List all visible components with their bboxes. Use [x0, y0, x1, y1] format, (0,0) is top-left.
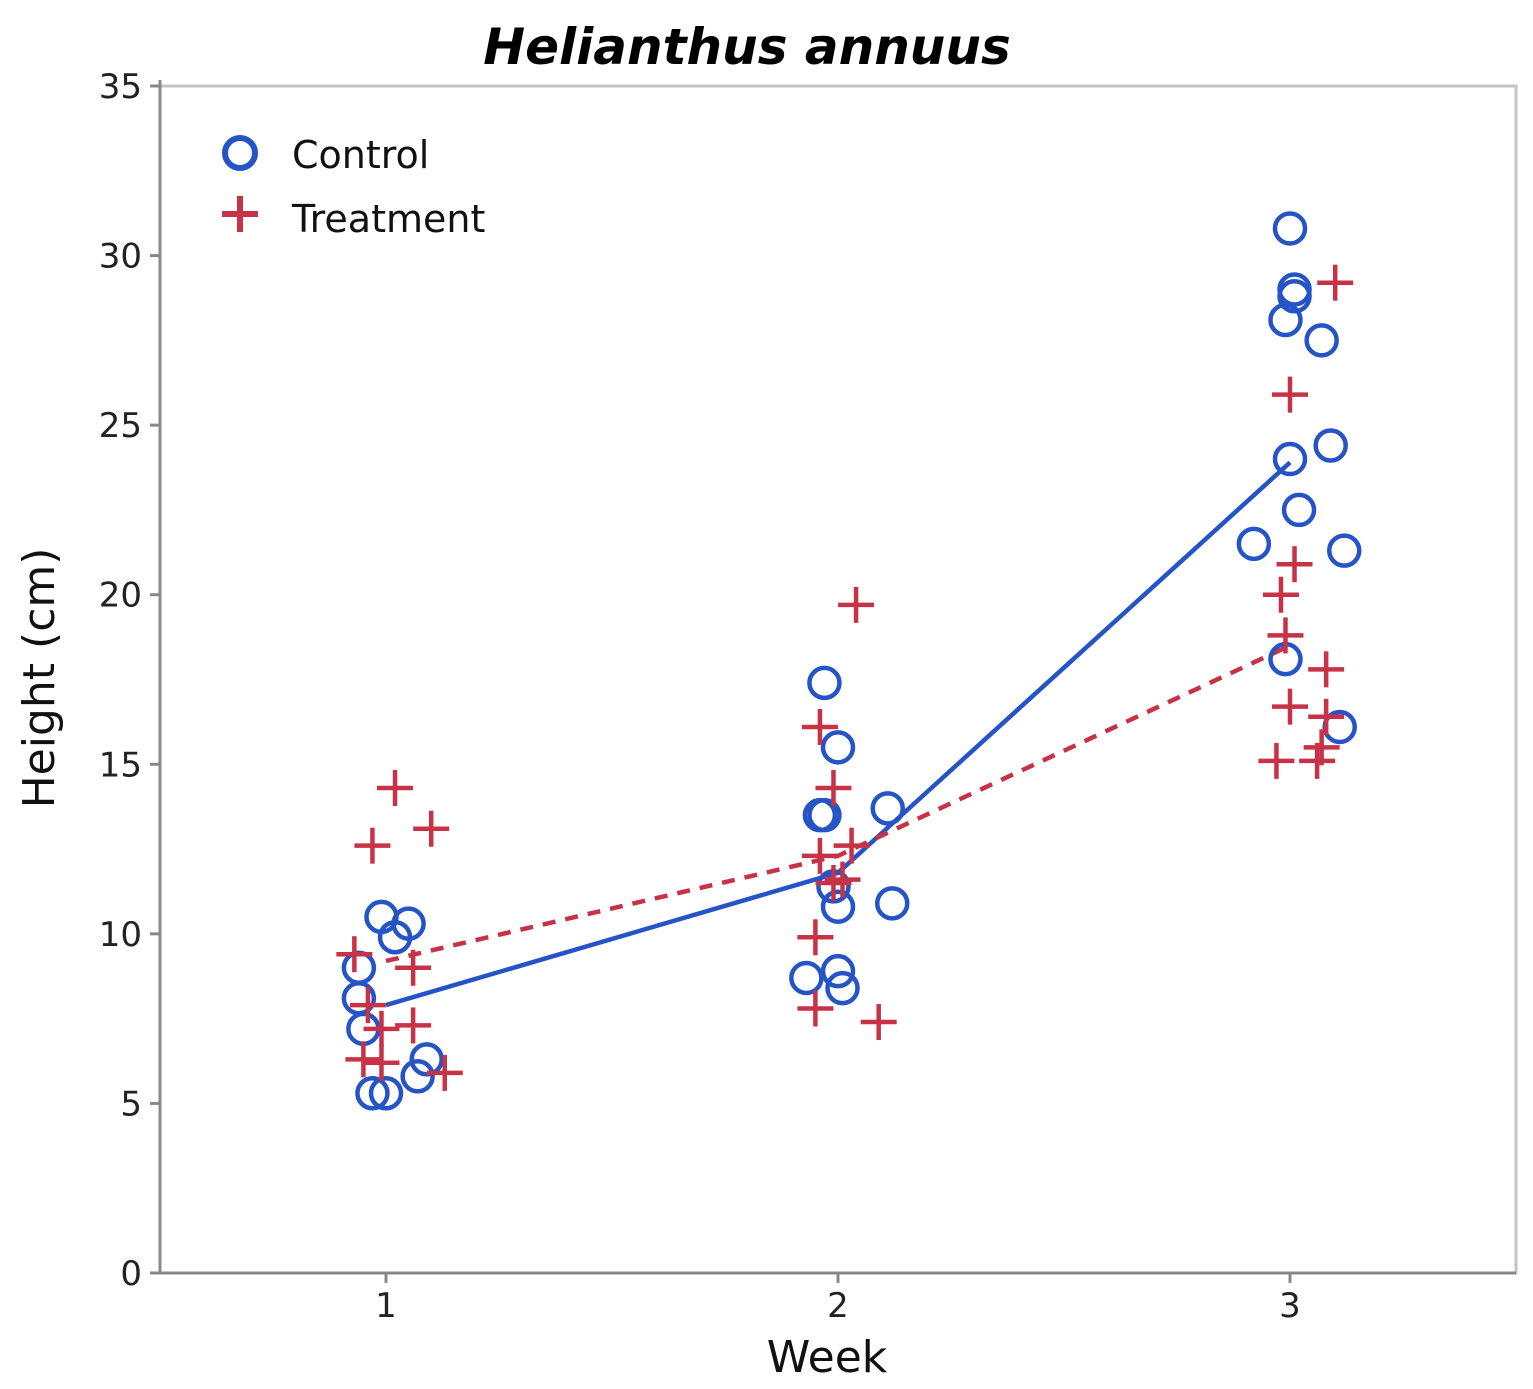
treatment-mean-line [385, 643, 1291, 964]
treatment-point [801, 708, 838, 745]
treatment-point [413, 810, 450, 847]
control-point [1272, 211, 1308, 246]
control-point [1268, 302, 1303, 338]
y-tick-label: 30 [99, 237, 142, 277]
legend-control-label: Control [292, 133, 429, 177]
y-tick-label: 20 [99, 576, 142, 616]
treatment-point [1267, 617, 1304, 654]
treatment-point [1317, 264, 1354, 301]
treatment-point [801, 837, 838, 874]
treatment-point [349, 987, 386, 1024]
treatment-point [363, 1044, 400, 1081]
treatment-point [1276, 546, 1313, 583]
legend-control-marker [222, 135, 258, 171]
treatment-point [336, 936, 373, 973]
treatment-point [426, 1054, 463, 1091]
control-point [355, 1076, 390, 1111]
data-points [336, 211, 1362, 1111]
control-point [820, 953, 856, 989]
x-axis-label: Week [767, 1332, 888, 1383]
control-point [368, 1076, 404, 1111]
control-point [789, 960, 824, 996]
treatment-point [1272, 688, 1308, 725]
control-point [820, 889, 856, 924]
treatment-point [1262, 576, 1299, 613]
control-point [1272, 441, 1308, 477]
control-point [1304, 323, 1339, 358]
control-point [820, 730, 856, 765]
treatment-point [345, 1041, 382, 1078]
treatment-point [377, 770, 414, 807]
y-tick-label: 15 [99, 745, 142, 785]
y-tick-label: 10 [99, 915, 142, 955]
treatment-point [1308, 651, 1345, 688]
control-point [1313, 428, 1348, 463]
x-axis-ticks: 1 2 3 [375, 1273, 1301, 1326]
treatment-point [797, 990, 834, 1027]
legend-treatment-marker [222, 196, 258, 232]
treatment-point [833, 827, 870, 864]
treatment-point [1272, 376, 1308, 413]
treatment-point [395, 949, 432, 986]
treatment-point [838, 586, 875, 623]
x-tick-label: 2 [827, 1286, 849, 1326]
treatment-point [1303, 729, 1340, 766]
treatment-point [1308, 698, 1345, 735]
treatment-point [1258, 742, 1295, 779]
control-point [807, 665, 842, 701]
control-point [1281, 492, 1317, 528]
control-point [1236, 526, 1272, 562]
legend: Control Treatment [222, 133, 485, 241]
y-tick-label: 0 [120, 1254, 142, 1294]
y-axis-ticks: 0 5 10 15 20 25 30 35 [99, 67, 160, 1294]
control-point [825, 970, 860, 1006]
control-point [409, 1042, 444, 1077]
x-tick-label: 3 [1279, 1286, 1301, 1326]
legend-treatment-label: Treatment [291, 197, 485, 241]
control-point [1326, 533, 1362, 568]
treatment-point [860, 1004, 897, 1041]
chart-title: Helianthus annuus [483, 18, 1011, 76]
control-point [1277, 279, 1312, 314]
control-point [391, 906, 426, 941]
y-tick-label: 25 [99, 406, 142, 446]
treatment-point [824, 861, 861, 898]
x-tick-label: 1 [375, 1286, 397, 1326]
treatment-point [363, 1010, 400, 1047]
treatment-point [815, 770, 852, 807]
treatment-point [797, 919, 834, 956]
control-point [807, 797, 842, 833]
treatment-point [395, 1007, 432, 1044]
y-tick-label: 35 [99, 67, 142, 107]
treatment-point [354, 827, 391, 864]
control-point [870, 791, 905, 826]
y-axis-label: Height (cm) [14, 548, 65, 809]
control-point [400, 1059, 435, 1094]
control-point [874, 886, 910, 921]
y-tick-label: 5 [120, 1084, 142, 1124]
treatment-point [815, 864, 852, 901]
